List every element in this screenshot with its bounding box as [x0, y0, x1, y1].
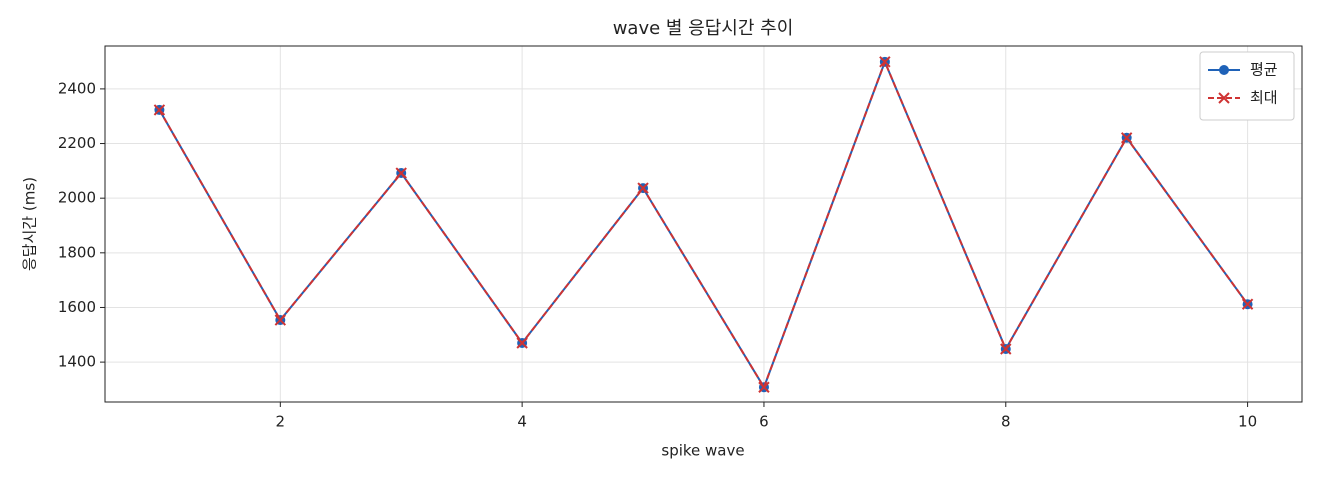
- x-tick-label: 8: [1001, 413, 1011, 431]
- x-tick-label: 10: [1238, 413, 1257, 431]
- y-tick-label: 1600: [58, 298, 96, 316]
- chart-title: wave 별 응답시간 추이: [613, 18, 794, 39]
- series-line: [158, 59, 1249, 390]
- marker: [1120, 132, 1133, 144]
- marker: [879, 56, 891, 68]
- y-tick-label: 2400: [58, 79, 96, 97]
- marker: [637, 182, 649, 194]
- marker: [1241, 298, 1254, 310]
- marker: [274, 314, 287, 326]
- marker: [395, 167, 407, 179]
- marker: [153, 104, 166, 116]
- y-axis-label: 응답시간 (ms): [21, 177, 39, 271]
- marker: [1000, 343, 1012, 355]
- legend-label: 최대: [1250, 89, 1278, 107]
- legend-box: [1199, 51, 1295, 121]
- marker: [1219, 65, 1229, 75]
- y-tick-label: 1400: [58, 353, 96, 371]
- series-line: [158, 59, 1249, 390]
- y-tick-label: 2200: [58, 134, 96, 152]
- y-tick-label: 1800: [58, 243, 96, 261]
- plot-frame: [104, 45, 1303, 403]
- legend-label: 평균: [1250, 61, 1278, 79]
- marker: [758, 381, 770, 393]
- marker: [516, 337, 528, 349]
- y-tick-label: 2000: [58, 189, 96, 207]
- x-tick-label: 4: [517, 413, 527, 431]
- x-tick-label: 2: [276, 413, 286, 431]
- x-tick-label: 6: [759, 413, 769, 431]
- x-axis-label: spike wave: [661, 442, 744, 460]
- marker: [1218, 92, 1230, 104]
